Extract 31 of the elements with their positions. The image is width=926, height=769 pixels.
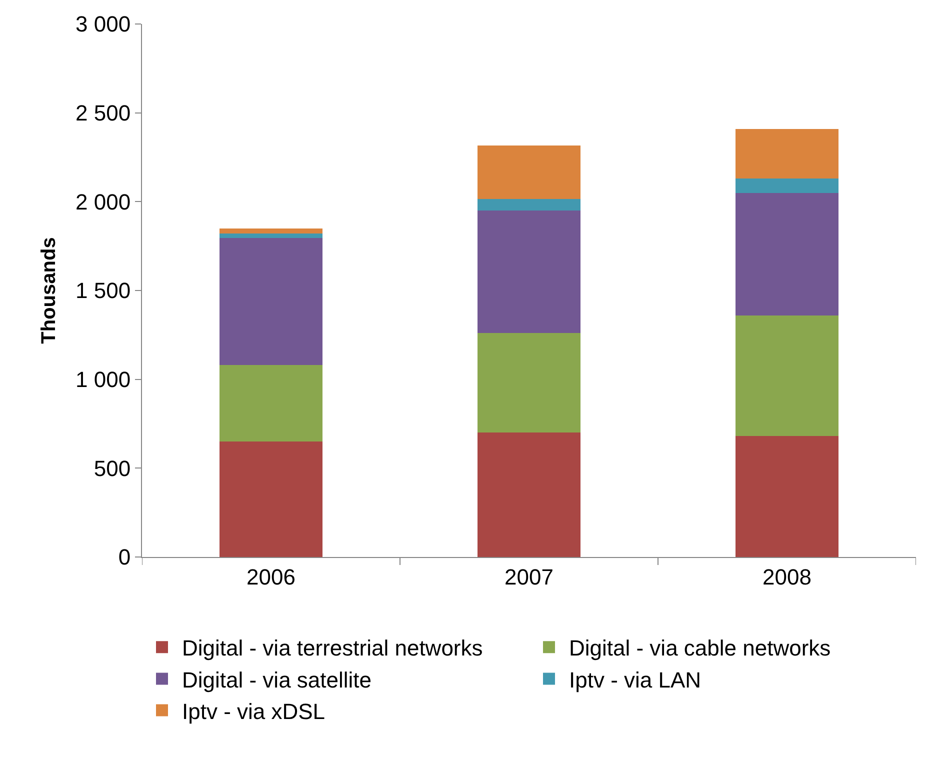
bar — [219, 442, 323, 557]
y-tick-label: 2 000 — [76, 189, 131, 214]
legend-label: Iptv - via xDSL — [182, 698, 326, 724]
bar — [219, 234, 323, 238]
y-axis-title: Thousands — [38, 237, 60, 344]
bar — [735, 436, 839, 557]
y-tick-label: 2 500 — [76, 100, 131, 126]
y-tick-label: 3 000 — [76, 12, 131, 37]
bar — [735, 128, 839, 179]
bar — [477, 146, 581, 199]
bar — [735, 192, 839, 316]
y-tick-label: 0 — [118, 544, 131, 570]
x-tick-label: 2006 — [246, 564, 296, 590]
legend-label: Iptv - via LAN — [569, 667, 702, 692]
bar — [477, 333, 581, 433]
y-tick-label: 1 000 — [76, 367, 131, 392]
bar — [219, 365, 323, 442]
bar — [219, 238, 323, 366]
bar — [477, 432, 581, 557]
x-tick-label: 2007 — [504, 564, 554, 590]
bar — [477, 199, 581, 211]
x-tick-label: 2008 — [762, 564, 812, 590]
bar — [735, 178, 839, 193]
bar — [735, 315, 839, 436]
legend-label: Digital - via terrestrial networks — [182, 636, 483, 661]
legend-label: Digital - via satellite — [182, 667, 372, 692]
bar — [477, 210, 581, 334]
y-tick-label: 500 — [94, 456, 131, 481]
legend-label: Digital - via cable networks — [569, 636, 831, 661]
y-tick-label: 1 500 — [76, 278, 131, 304]
bar — [219, 228, 323, 234]
